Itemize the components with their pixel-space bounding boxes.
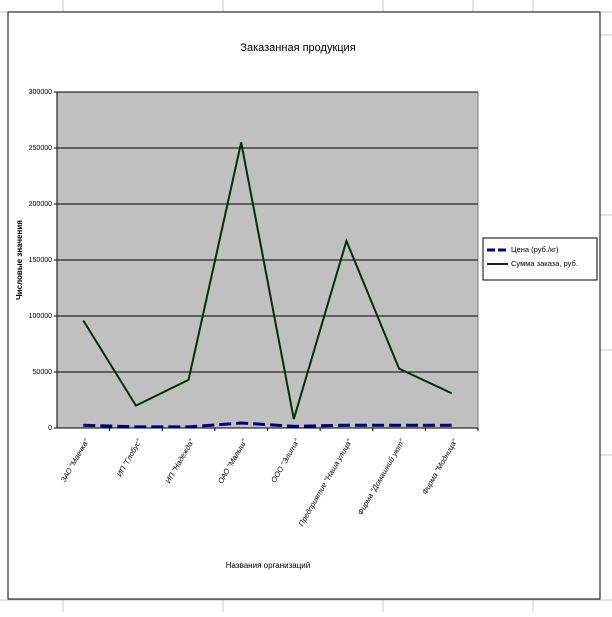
legend-label: Сумма заказа, руб. xyxy=(511,259,578,268)
legend xyxy=(482,237,598,281)
y-tick-label: 0 xyxy=(48,425,52,432)
y-tick-label: 300000 xyxy=(29,89,52,96)
y-tick-label: 150000 xyxy=(29,257,52,264)
series-line xyxy=(82,142,453,420)
y-tick-label: 250000 xyxy=(29,145,52,152)
x-axis-label: Названия организаций xyxy=(226,561,310,570)
series-line xyxy=(83,421,452,429)
chart-title: Заказанная продукция xyxy=(240,42,355,54)
y-tick-label: 100000 xyxy=(29,313,52,320)
legend-label: Цена (руб./кг) xyxy=(511,245,559,254)
y-axis-label: Числовые значения xyxy=(15,220,24,300)
y-tick-label: 200000 xyxy=(29,201,52,208)
y-tick-label: 50000 xyxy=(33,369,53,376)
